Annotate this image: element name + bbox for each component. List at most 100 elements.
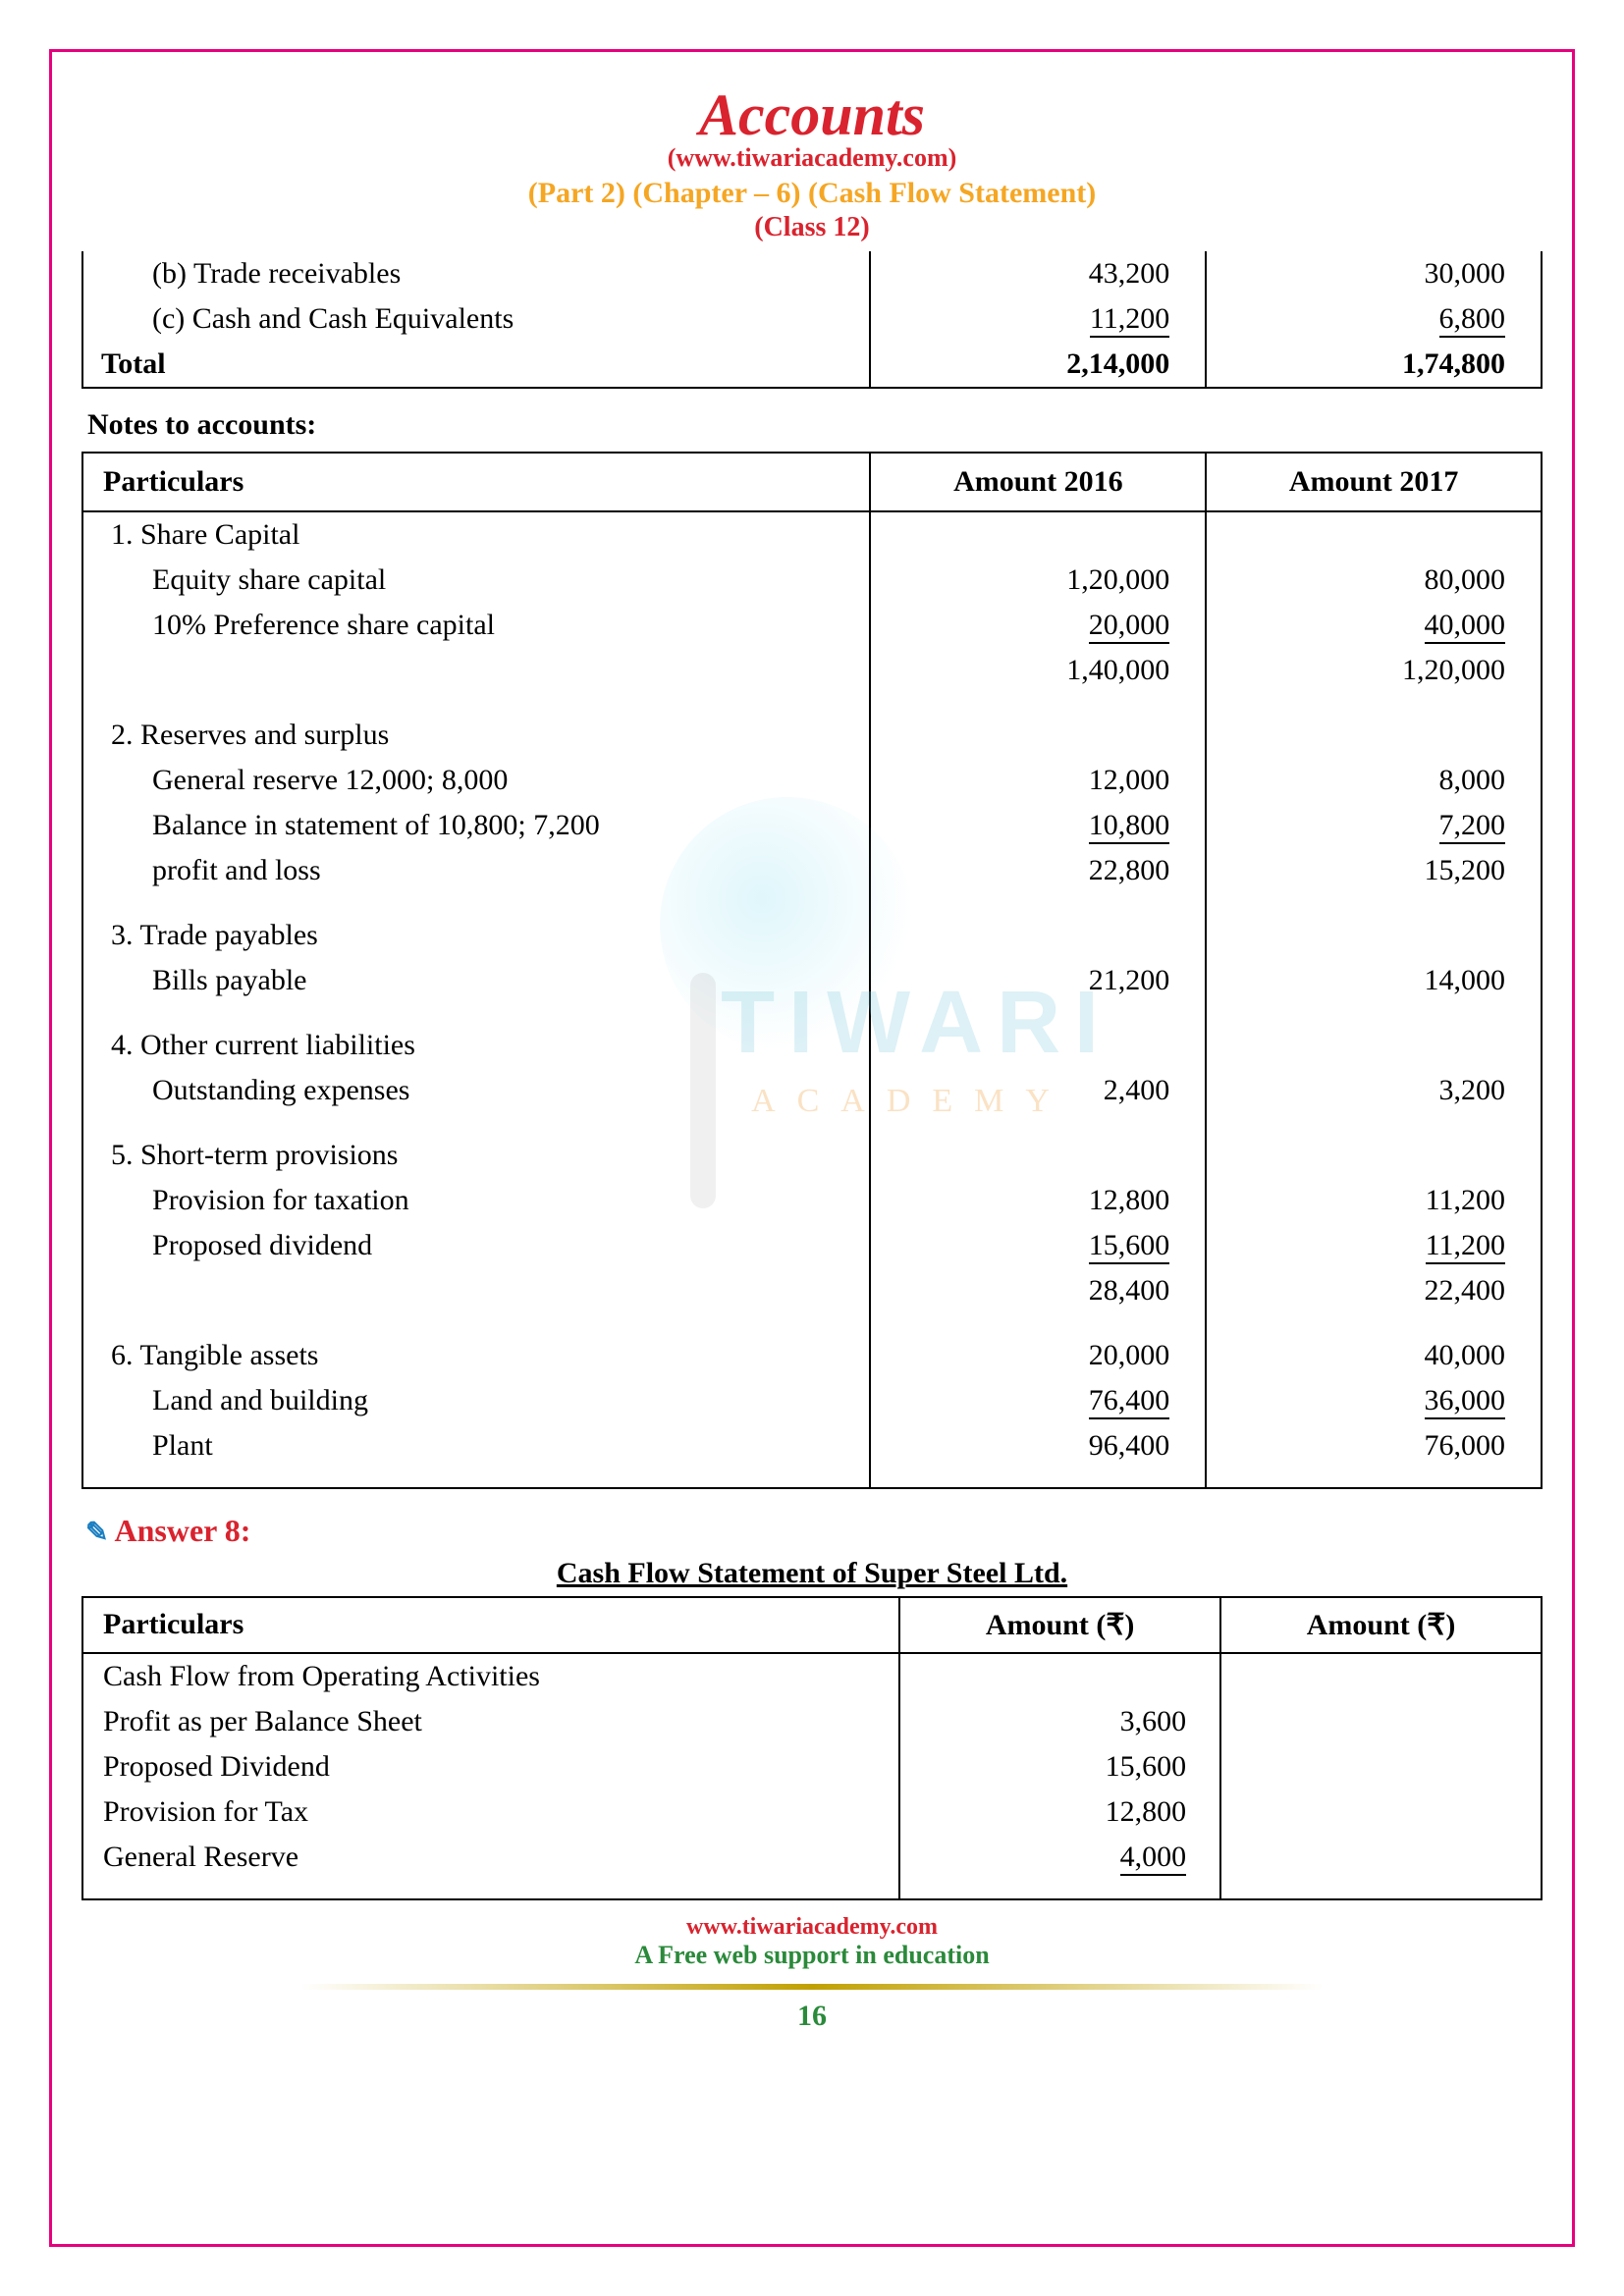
amount-2017: 14,000 <box>1206 958 1542 1003</box>
amount-2017: 7,200 <box>1206 803 1542 848</box>
row-label: Land and building <box>82 1378 870 1423</box>
total-row: Total 2,14,000 1,74,800 <box>82 342 1542 388</box>
amount-b <box>1220 1789 1542 1835</box>
table-row: 3. Trade payables <box>82 913 1542 958</box>
amount-2017: 3,200 <box>1206 1068 1542 1113</box>
amount-2016: 22,800 <box>870 848 1206 893</box>
amount-2016: 21,200 <box>870 958 1206 1003</box>
total-2017: 1,74,800 <box>1206 342 1542 388</box>
amount-2016: 96,400 <box>870 1423 1206 1468</box>
notes-to-accounts-table: Particulars Amount 2016 Amount 2017 1. S… <box>81 452 1543 1489</box>
section-title: 2. Reserves and surplus <box>82 713 870 758</box>
amount-a <box>899 1653 1220 1699</box>
row-label: Outstanding expenses <box>82 1068 870 1113</box>
table-row: (b) Trade receivables 43,200 30,000 <box>82 251 1542 296</box>
row-label: (c) Cash and Cash Equivalents <box>82 296 870 342</box>
amount-2016: 10,800 <box>870 803 1206 848</box>
table-row: Cash Flow from Operating Activities <box>82 1653 1542 1699</box>
header-amount-2017: Amount 2017 <box>1206 453 1542 511</box>
row-label: Proposed dividend <box>82 1223 870 1268</box>
amount-2017: 11,200 <box>1206 1178 1542 1223</box>
table-row: 2. Reserves and surplus <box>82 713 1542 758</box>
table-row: Bills payable 21,200 14,000 <box>82 958 1542 1003</box>
page-footer: www.tiwariacademy.com A Free web support… <box>81 1914 1543 2033</box>
row-label: 10% Preference share capital <box>82 603 870 648</box>
table-row: Provision for taxation 12,800 11,200 <box>82 1178 1542 1223</box>
table-row: 5. Short-term provisions <box>82 1133 1542 1178</box>
footer-link: www.tiwariacademy.com <box>81 1914 1543 1941</box>
site-link: (www.tiwariacademy.com) <box>81 143 1543 173</box>
amount-2016: 76,400 <box>870 1378 1206 1423</box>
section-title: 5. Short-term provisions <box>82 1133 870 1178</box>
row-label: profit and loss <box>82 848 870 893</box>
amount-2016: 43,200 <box>870 251 1206 296</box>
row-label: Provision for Tax <box>82 1789 899 1835</box>
table-row: General reserve 12,000; 8,000 12,000 8,0… <box>82 758 1542 803</box>
row-label: Proposed Dividend <box>82 1744 899 1789</box>
amount-a: 3,600 <box>899 1699 1220 1744</box>
row-label: (b) Trade receivables <box>82 251 870 296</box>
amount-2016: 1,40,000 <box>870 648 1206 693</box>
section-title: 1. Share Capital <box>82 511 870 558</box>
amount-2017: 40,000 <box>1206 603 1542 648</box>
row-label: Profit as per Balance Sheet <box>82 1699 899 1744</box>
table-row: Equity share capital 1,20,000 80,000 <box>82 558 1542 603</box>
amount-2017: 15,200 <box>1206 848 1542 893</box>
table-row: 4. Other current liabilities <box>82 1023 1542 1068</box>
table-row: 28,400 22,400 <box>82 1268 1542 1313</box>
row-label: Cash Flow from Operating Activities <box>82 1653 899 1699</box>
header-amount-b: Amount (₹) <box>1220 1597 1542 1653</box>
amount-2016: 20,000 <box>870 603 1206 648</box>
amount-2017: 22,400 <box>1206 1268 1542 1313</box>
footer-tagline: A Free web support in education <box>81 1941 1543 1970</box>
amount-2017: 11,200 <box>1206 1223 1542 1268</box>
row-label: 6. Tangible assets <box>82 1333 870 1378</box>
table-row: Plant96,40076,000 <box>82 1423 1542 1468</box>
total-label: Total <box>82 342 870 388</box>
amount-2017: 8,000 <box>1206 758 1542 803</box>
row-label <box>82 1268 870 1313</box>
amount-a: 12,800 <box>899 1789 1220 1835</box>
amount-2016: 1,20,000 <box>870 558 1206 603</box>
amount-b <box>1220 1835 1542 1880</box>
page-header: Accounts (www.tiwariacademy.com) (Part 2… <box>81 81 1543 243</box>
table-row: Proposed Dividend15,600 <box>82 1744 1542 1789</box>
amount-2017: 6,800 <box>1206 296 1542 342</box>
table-row: 10% Preference share capital 20,000 40,0… <box>82 603 1542 648</box>
total-2016: 2,14,000 <box>870 342 1206 388</box>
section-title: 3. Trade payables <box>82 913 870 958</box>
balance-sheet-continuation-table: (b) Trade receivables 43,200 30,000 (c) … <box>81 251 1543 389</box>
class-line: (Class 12) <box>81 212 1543 243</box>
amount-2016: 12,000 <box>870 758 1206 803</box>
table-row: 6. Tangible assets20,00040,000 <box>82 1333 1542 1378</box>
chapter-line: (Part 2) (Chapter – 6) (Cash Flow Statem… <box>81 177 1543 210</box>
row-label: Balance in statement of 10,800; 7,200 <box>82 803 870 848</box>
amount-2016: 28,400 <box>870 1268 1206 1313</box>
amount-2016: 15,600 <box>870 1223 1206 1268</box>
table-row: (c) Cash and Cash Equivalents 11,200 6,8… <box>82 296 1542 342</box>
amount-2017: 30,000 <box>1206 251 1542 296</box>
table-row: Outstanding expenses 2,400 3,200 <box>82 1068 1542 1113</box>
page-title: Accounts <box>81 81 1543 149</box>
amount-2017: 36,000 <box>1206 1378 1542 1423</box>
table-row: Proposed dividend 15,600 11,200 <box>82 1223 1542 1268</box>
amount-a: 15,600 <box>899 1744 1220 1789</box>
amount-b <box>1220 1699 1542 1744</box>
table-row: Land and building76,40036,000 <box>82 1378 1542 1423</box>
table-row: profit and loss 22,800 15,200 <box>82 848 1542 893</box>
notes-label: Notes to accounts: <box>87 408 1543 442</box>
cash-flow-statement-table: Particulars Amount (₹) Amount (₹) Cash F… <box>81 1596 1543 1900</box>
row-label: Plant <box>82 1423 870 1468</box>
amount-2016: 2,400 <box>870 1068 1206 1113</box>
amount-b <box>1220 1653 1542 1699</box>
table-row: 1,40,000 1,20,000 <box>82 648 1542 693</box>
row-label: General Reserve <box>82 1835 899 1880</box>
table-header-row: Particulars Amount 2016 Amount 2017 <box>82 453 1542 511</box>
table-row: Balance in statement of 10,800; 7,200 10… <box>82 803 1542 848</box>
table-row: General Reserve4,000 <box>82 1835 1542 1880</box>
row-label: Provision for taxation <box>82 1178 870 1223</box>
footer-divider <box>300 1984 1324 1990</box>
row-label: Equity share capital <box>82 558 870 603</box>
amount-2017: 1,20,000 <box>1206 648 1542 693</box>
header-particulars: Particulars <box>82 453 870 511</box>
